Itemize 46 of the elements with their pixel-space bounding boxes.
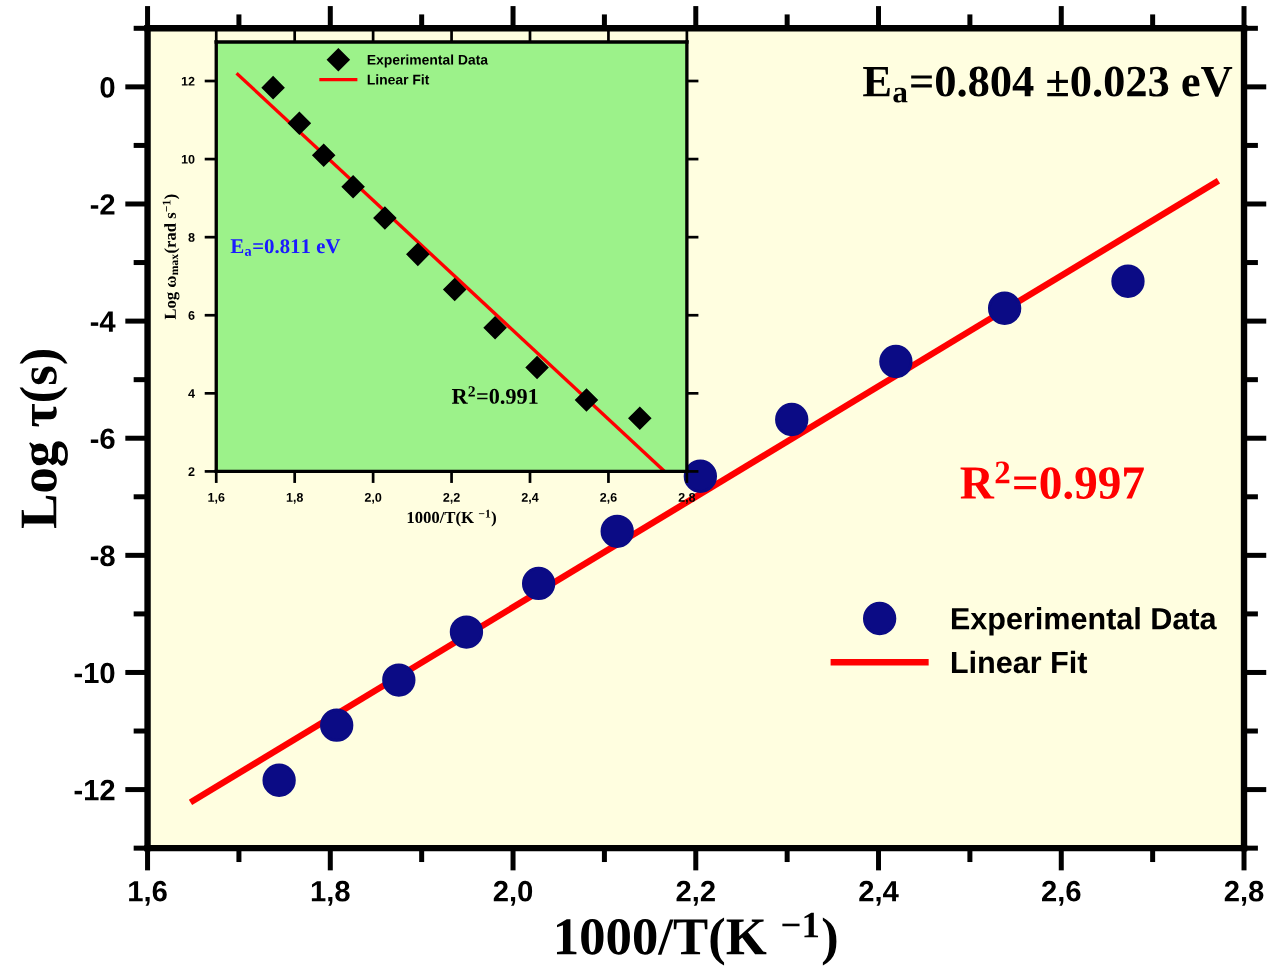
x-tick-label: 2,0	[493, 880, 533, 906]
legend-label: Linear Fit	[951, 650, 1088, 674]
point	[575, 388, 598, 412]
point	[443, 278, 466, 301]
point	[683, 459, 718, 493]
point	[312, 143, 335, 167]
point	[449, 615, 484, 649]
point	[373, 206, 397, 230]
point	[320, 708, 354, 742]
point	[1111, 264, 1145, 298]
point	[341, 175, 365, 199]
y-tick-label: -4	[90, 311, 116, 332]
y-axis-title: Log ω$_{max}$(rad s$^{−1}$)	[162, 194, 180, 320]
point	[987, 291, 1022, 325]
point	[600, 514, 634, 548]
y-tick-label: -12	[74, 779, 115, 801]
point	[521, 566, 556, 601]
x-axis-title: 1000/T(K $^{−1}$)	[556, 912, 837, 966]
legend-label: Experimental Data	[951, 607, 1217, 636]
y-tick-label: -10	[74, 662, 115, 684]
y-tick-label: -8	[90, 545, 115, 567]
y-axis-title: Log τ(s)	[19, 349, 68, 528]
x-tick-label: 2,6	[1042, 880, 1081, 906]
x-tick-label: 1,8	[311, 880, 350, 906]
annotation: R$^{2}$=0.991	[451, 386, 538, 404]
y-tick-label: 0	[100, 77, 115, 98]
point	[262, 763, 296, 797]
point	[288, 111, 311, 135]
annotation: R$^{2}$=0.997	[960, 461, 1144, 500]
point	[879, 344, 913, 379]
point	[483, 316, 507, 339]
point	[775, 402, 809, 437]
x-axis-title: 1000/T(K $^{−1}$)	[407, 509, 496, 527]
x-tick-label: 2,4	[859, 880, 899, 906]
point	[406, 243, 430, 266]
point	[261, 76, 285, 99]
y-tick-label: -2	[90, 194, 115, 215]
annotation: E$_{a}$=0.804 ±0.023 eV	[863, 66, 1233, 103]
point	[382, 663, 416, 697]
x-tick-label: 2,2	[676, 880, 715, 906]
annotation: E$_{a}$=0.811 eV	[230, 239, 341, 257]
point	[525, 356, 549, 379]
point	[628, 407, 652, 430]
x-tick-label: 2,8	[1224, 880, 1264, 906]
x-tick-label: 1,6	[129, 880, 167, 906]
y-tick-label: -6	[90, 428, 115, 450]
